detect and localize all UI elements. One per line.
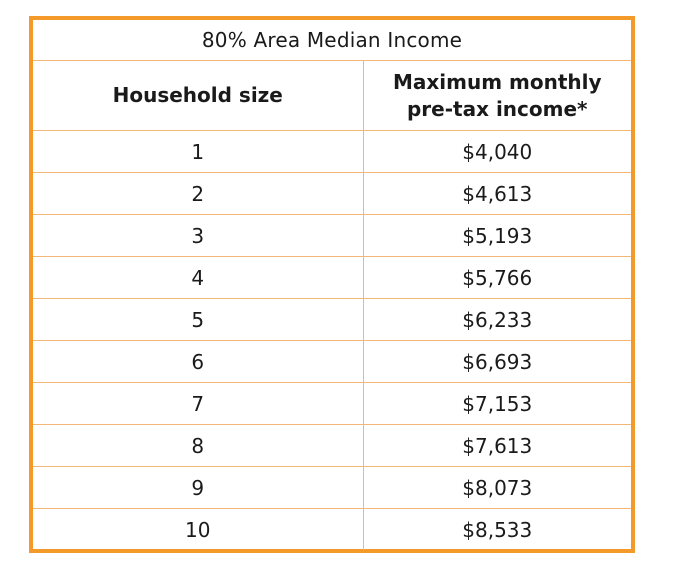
household-size-cell: 7 (33, 382, 364, 425)
income-cell: $6,233 (362, 298, 632, 341)
income-cell: $7,613 (362, 424, 632, 467)
household-size-cell: 4 (33, 256, 364, 299)
table-row: 7 $7,153 (33, 382, 632, 425)
table-row: 2 $4,613 (33, 172, 632, 215)
table-title: 80% Area Median Income (33, 20, 632, 61)
table-row: 8 $7,613 (33, 424, 632, 467)
household-size-cell: 5 (33, 298, 364, 341)
income-cell: $4,613 (362, 172, 632, 215)
income-table: 80% Area Median Income Household size Ma… (33, 20, 632, 550)
household-size-cell: 8 (33, 424, 364, 467)
table-title-row: 80% Area Median Income (33, 20, 632, 61)
table-row: 9 $8,073 (33, 466, 632, 509)
income-cell: $8,533 (362, 508, 632, 550)
household-size-cell: 10 (33, 508, 364, 550)
table-row: 5 $6,233 (33, 298, 632, 341)
household-size-cell: 6 (33, 340, 364, 383)
household-size-cell: 2 (33, 172, 364, 215)
income-cell: $6,693 (362, 340, 632, 383)
table-row: 4 $5,766 (33, 256, 632, 299)
header-max-income-line1: Maximum monthly (392, 69, 602, 94)
table-row: 10 $8,533 (33, 508, 632, 550)
income-table-body: 80% Area Median Income Household size Ma… (33, 20, 632, 550)
income-table-frame: 80% Area Median Income Household size Ma… (29, 16, 635, 553)
household-size-cell: 3 (33, 214, 364, 257)
table-header-row: Household size Maximum monthly pre-tax i… (33, 60, 632, 131)
income-cell: $7,153 (362, 382, 632, 425)
income-cell: $5,766 (362, 256, 632, 299)
table-row: 3 $5,193 (33, 214, 632, 257)
household-size-cell: 9 (33, 466, 364, 509)
income-cell: $4,040 (362, 130, 632, 173)
header-household-size: Household size (33, 60, 364, 131)
table-row: 1 $4,040 (33, 130, 632, 173)
header-max-income: Maximum monthly pre-tax income* (362, 60, 632, 131)
table-row: 6 $6,693 (33, 340, 632, 383)
income-cell: $5,193 (362, 214, 632, 257)
household-size-cell: 1 (33, 130, 364, 173)
income-cell: $8,073 (362, 466, 632, 509)
header-max-income-line2: pre-tax income* (406, 96, 588, 121)
